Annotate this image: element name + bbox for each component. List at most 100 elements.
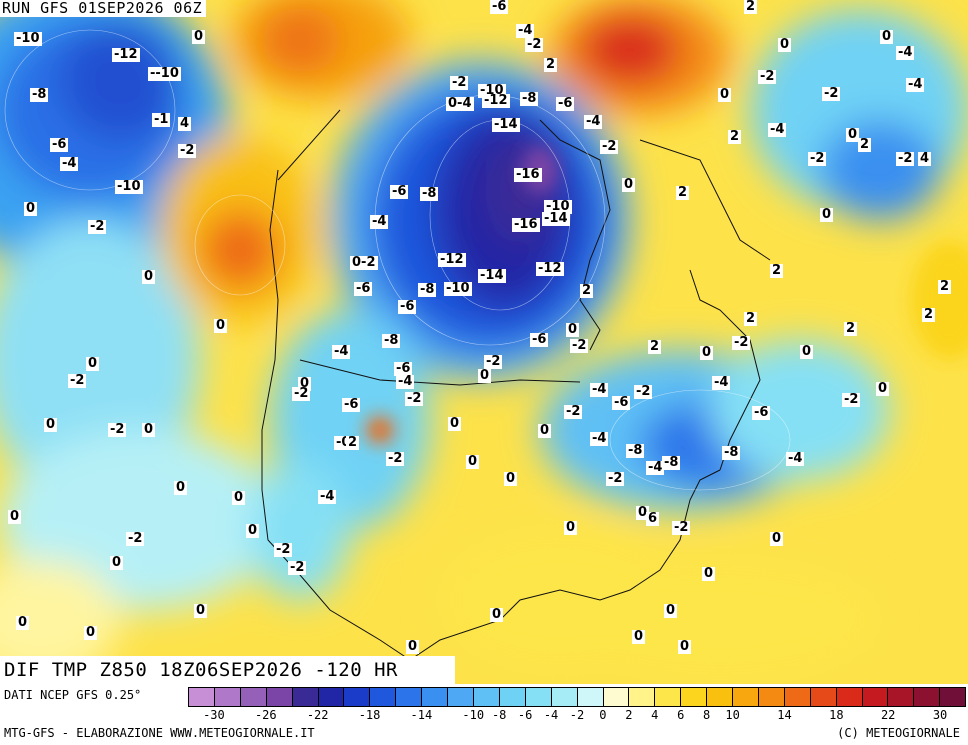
contour-value-label: -2 <box>570 338 589 353</box>
color-scale-swatch <box>707 688 734 706</box>
contour-value-label: -2 <box>274 542 293 557</box>
contour-value-label: 0 <box>664 603 678 618</box>
contour-value-label: 0 <box>880 29 894 44</box>
contour-value-label: 0 <box>800 344 814 359</box>
temperature-anomaly-map <box>0 0 968 684</box>
contour-value-label: -12 <box>536 261 564 276</box>
contour-value-label: -2 <box>484 354 503 369</box>
contour-value-label: -2 <box>808 151 827 166</box>
color-scale-tick: -30 <box>203 708 225 722</box>
contour-value-label: 0 <box>110 555 124 570</box>
color-scale-tick: -22 <box>306 708 329 722</box>
color-scale-swatch <box>266 688 293 706</box>
contour-value-label: 0 <box>86 356 100 371</box>
color-scale-swatch <box>240 688 267 706</box>
legend-panel: DATI NCEP GFS 0.25° -30 -26 -22 -18 -14 -10 -8… <box>0 684 968 745</box>
contour-value-label: -2 <box>896 151 915 166</box>
contour-value-label: -2 <box>178 143 197 158</box>
color-scale-tick: 10 <box>725 708 740 722</box>
color-scale-swatch <box>344 688 371 706</box>
contour-value-label: -2 <box>672 520 691 535</box>
contour-value-label: -8 <box>662 455 681 470</box>
contour-value-label: -4 <box>332 344 351 359</box>
contour-value-label: 0 <box>564 520 578 535</box>
color-scale-ticks: -30 -26 -22 -18 -14 -10 -8 -6 -4 -2 0 2 4 6 8 10 14 18 22 3… <box>188 708 966 722</box>
color-scale-swatch <box>214 688 241 706</box>
contour-value-label: -2 <box>758 69 777 84</box>
contour-value-label: -6 <box>342 397 361 412</box>
contour-value-label: 0 <box>632 629 646 644</box>
contour-value-label: -4 <box>712 375 731 390</box>
color-scale-tick: -18 <box>358 708 381 722</box>
contour-value-label: 0 <box>232 490 246 505</box>
color-scale-swatch <box>396 688 423 706</box>
color-scale-swatch <box>422 688 449 706</box>
contour-value-label: -6 <box>530 332 549 347</box>
color-scale-swatch <box>551 688 578 706</box>
contour-value-label: 2 <box>544 57 558 72</box>
contour-value-label: 2 <box>844 321 858 336</box>
contour-value-label: -6 <box>556 96 575 111</box>
color-scale-swatch <box>525 688 552 706</box>
coastlines <box>261 109 771 661</box>
contour-value-label: -16 <box>514 167 542 182</box>
contour-value-label: 0 <box>406 639 420 654</box>
contour-value-label: 0 <box>678 639 692 654</box>
color-scale-swatch <box>733 688 759 706</box>
color-scale-tick: 6 <box>677 708 685 722</box>
color-scale-tick: -26 <box>254 708 277 722</box>
contour-value-label: -2 <box>564 404 583 419</box>
contour-value-label: 0 <box>194 603 208 618</box>
color-scale-swatch <box>292 688 319 706</box>
contour-value-label: 0 <box>876 381 890 396</box>
contour-value-label: 0 <box>622 177 636 192</box>
color-scale-swatch <box>810 688 837 706</box>
contour-value-label: -4 <box>590 431 609 446</box>
contour-value-label: 0 <box>770 531 784 546</box>
contour-value-label: -2 <box>634 384 653 399</box>
color-scale <box>188 687 966 707</box>
contour-value-label: 0 <box>214 318 228 333</box>
contour-value-label: -2 <box>525 37 544 52</box>
contour-value-label: -2 <box>405 391 424 406</box>
contour-value-label: 2 <box>938 279 952 294</box>
contour-value-label: -2 <box>108 422 127 437</box>
contour-value-label: 0 <box>490 607 504 622</box>
contour-value-label: -2 <box>386 451 405 466</box>
contour-value-label: 0 <box>174 480 188 495</box>
contour-value-label: -6 <box>390 184 409 199</box>
contour-value-label: -6 <box>354 281 373 296</box>
credit-text: MTG-GFS - ELABORAZIONE WWW.METEOGIORNALE… <box>4 726 315 740</box>
contour-value-label: -4 <box>318 489 337 504</box>
color-scale-tick: -6 <box>517 708 533 722</box>
color-scale-swatch <box>473 688 500 706</box>
color-scale-swatch <box>862 688 889 706</box>
color-scale-tick: 4 <box>651 708 659 722</box>
color-scale-swatch <box>940 688 966 706</box>
contour-value-label: 0 <box>478 368 492 383</box>
color-scale-tick: -10 <box>462 708 485 722</box>
contour-value-label: -8 <box>722 445 741 460</box>
contour-value-label: -6 <box>50 137 69 152</box>
contour-value-label: 0 <box>820 207 834 222</box>
contour-value-label: -10 <box>14 31 42 46</box>
contour-value-label: -8 <box>520 91 539 106</box>
contour-value-label: 0 <box>84 625 98 640</box>
color-scale-swatch <box>318 688 345 706</box>
color-scale-tick: 0 <box>599 708 607 722</box>
contour-value-label: 0 <box>504 471 518 486</box>
contour-value-label: -16 <box>512 217 540 232</box>
color-scale-swatch <box>499 688 526 706</box>
contour-value-label: -4 <box>516 23 535 38</box>
contour-value-label: 0 <box>448 416 462 431</box>
run-title: RUN GFS 01SEP2026 06Z <box>0 0 207 17</box>
color-scale-tick: 30 <box>932 708 948 722</box>
color-scale-swatch <box>655 688 682 706</box>
contour-value-label: -8 <box>420 186 439 201</box>
contour-value-label: -4 <box>396 374 415 389</box>
color-scale-tick: -14 <box>410 708 433 722</box>
contour-value-label: --10 <box>148 66 181 81</box>
contour-value-label: -4 <box>896 45 915 60</box>
contour-value-label: 2 <box>858 137 872 152</box>
contour-value-label: 0 <box>16 615 30 630</box>
